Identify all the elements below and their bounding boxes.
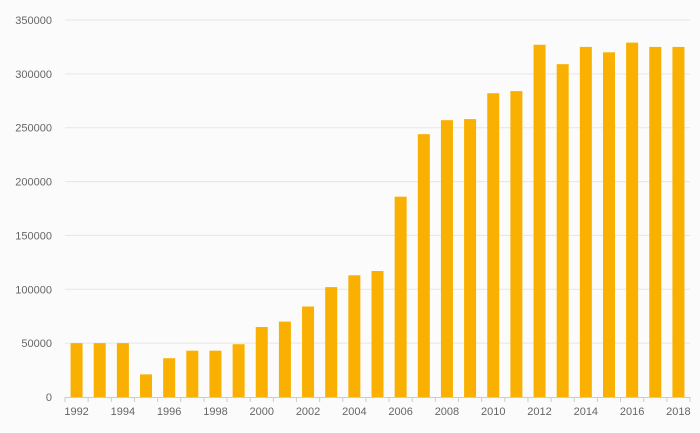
grid-lines xyxy=(65,19,690,344)
y-axis-labels: 0 50000 100000 150000 200000 250000 300000 3500… xyxy=(15,15,52,404)
x-tick-label: 2010 xyxy=(481,406,505,418)
bar xyxy=(116,343,129,397)
x-axis-ticks xyxy=(64,397,691,402)
bars xyxy=(70,42,685,398)
bar xyxy=(255,326,268,397)
x-tick-label: 2002 xyxy=(296,406,320,418)
bar xyxy=(533,44,546,397)
x-tick-label: 2000 xyxy=(250,406,274,418)
bar xyxy=(626,42,639,398)
bar xyxy=(417,134,430,398)
bar xyxy=(93,343,106,397)
y-tick-label: 150000 xyxy=(15,230,52,242)
bar xyxy=(278,321,291,397)
x-tick-label: 1998 xyxy=(203,406,227,418)
x-axis-labels: 1992 1994 1996 1998 2000 2002 2004 2006 2008 2010… xyxy=(64,406,690,418)
bar xyxy=(556,64,569,398)
bar xyxy=(440,120,453,397)
x-tick-label: 2004 xyxy=(342,406,366,418)
x-tick-label: 1994 xyxy=(111,406,135,418)
x-tick-label: 2006 xyxy=(388,406,412,418)
y-tick-label: 250000 xyxy=(15,123,52,135)
y-tick-label: 0 xyxy=(46,392,52,404)
y-tick-label: 350000 xyxy=(15,15,52,27)
bar xyxy=(209,350,222,397)
bar xyxy=(325,287,338,397)
y-tick-label: 200000 xyxy=(15,177,52,189)
x-tick-label: 2016 xyxy=(620,406,644,418)
bar xyxy=(302,306,315,397)
bar xyxy=(140,374,153,397)
bar xyxy=(163,358,176,397)
bar xyxy=(602,52,615,398)
bar xyxy=(371,270,384,397)
bar xyxy=(510,91,523,397)
bar xyxy=(649,46,662,398)
x-tick-label: 2008 xyxy=(435,406,459,418)
x-tick-label: 2014 xyxy=(574,406,598,418)
bar xyxy=(348,275,361,397)
bar xyxy=(464,119,477,398)
bar xyxy=(186,350,199,397)
y-tick-label: 300000 xyxy=(15,69,52,81)
bar xyxy=(487,93,500,397)
bar xyxy=(579,46,592,398)
x-tick-label: 1992 xyxy=(64,406,88,418)
y-tick-label: 50000 xyxy=(21,338,52,350)
bar xyxy=(394,196,407,397)
x-tick-label: 2018 xyxy=(666,406,690,418)
bar xyxy=(70,343,83,397)
bar xyxy=(672,46,685,398)
x-tick-label: 1996 xyxy=(157,406,181,418)
y-tick-label: 100000 xyxy=(15,284,52,296)
x-tick-label: 2012 xyxy=(527,406,551,418)
bar xyxy=(232,344,245,397)
